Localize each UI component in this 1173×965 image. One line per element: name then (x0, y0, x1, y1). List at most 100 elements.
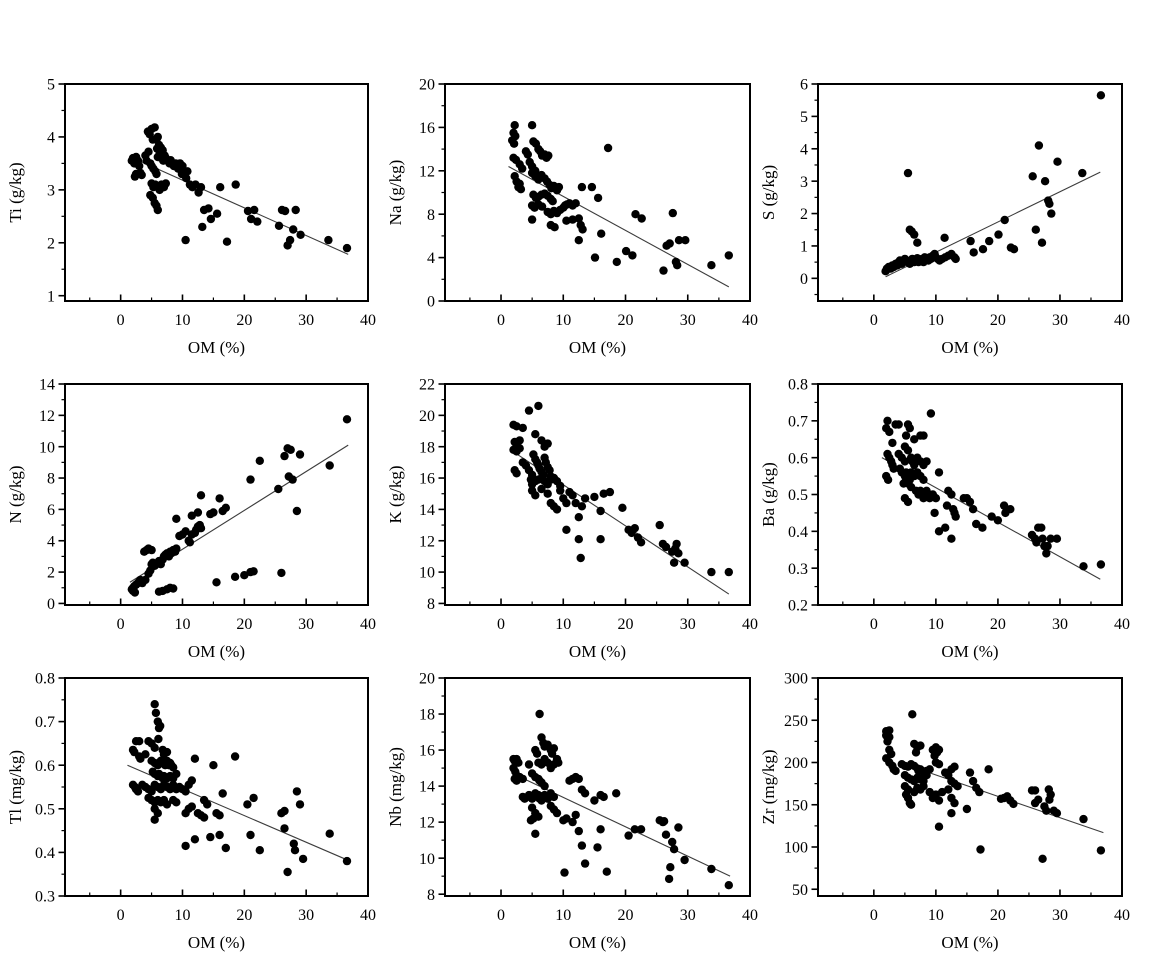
data-point (628, 251, 637, 260)
y-axis-ticks (811, 677, 818, 891)
y-tick-label: 12 (419, 533, 435, 550)
data-point (274, 484, 283, 494)
x-axis-ticks (89, 598, 369, 605)
data-point (255, 846, 264, 855)
y-axis-ticks (438, 677, 445, 895)
data-point (196, 183, 206, 192)
data-point (342, 856, 352, 866)
data-point (280, 824, 289, 833)
x-tick-label: 10 (174, 907, 190, 924)
data-point (280, 806, 289, 816)
data-point (549, 792, 559, 802)
y-tick-label: 50 (792, 882, 808, 899)
data-point (288, 475, 297, 484)
y-tick-label: 0.6 (788, 450, 808, 467)
data-point (571, 498, 580, 508)
data-point (537, 484, 546, 494)
data-point (934, 760, 944, 769)
x-tick-labels: 0 10 20 30 40 (870, 907, 1130, 924)
data-point (544, 151, 553, 160)
subplot-ba: 0 10 20 30 40 0.2 0.3 0.4 0.5 0.6 0.7 0.8 OM (%) Ba (… (759, 377, 1130, 661)
data-point (1042, 806, 1051, 815)
data-point (1046, 534, 1055, 543)
data-point (1045, 795, 1054, 804)
y-tick-label: 200 (784, 755, 808, 772)
data-point (518, 774, 527, 784)
data-point (590, 492, 599, 502)
x-axis-label: OM (%) (188, 933, 245, 952)
y-tick-label: 3 (800, 174, 808, 191)
data-point (599, 792, 608, 802)
data-point (574, 535, 583, 544)
data-point (1096, 560, 1106, 569)
data-point (1030, 798, 1040, 808)
data-point (1078, 168, 1087, 178)
data-point (947, 809, 956, 818)
data-point (172, 514, 181, 523)
y-tick-label: 8 (47, 471, 55, 488)
data-point (292, 506, 302, 516)
data-point (150, 700, 159, 709)
data-point (1052, 809, 1062, 818)
data-point (962, 804, 972, 814)
data-point (891, 766, 900, 776)
plot-frame (444, 83, 751, 302)
data-point (976, 845, 985, 854)
data-point (630, 825, 639, 834)
x-tick-label: 0 (870, 907, 878, 924)
x-tick-label: 40 (360, 312, 376, 329)
data-point (130, 172, 140, 181)
data-point (518, 164, 527, 173)
data-point (552, 808, 562, 818)
data-points (127, 415, 352, 597)
data-point (190, 835, 200, 844)
x-axis-label: OM (%) (569, 933, 626, 952)
x-tick-label: 0 (497, 312, 505, 329)
data-point (624, 831, 633, 840)
data-point (930, 508, 939, 518)
data-point (669, 845, 679, 854)
data-point (295, 800, 305, 809)
data-point (968, 505, 978, 514)
data-point (636, 538, 646, 547)
data-point (571, 199, 580, 208)
y-tick-label: 20 (419, 77, 435, 94)
data-point (953, 782, 962, 791)
data-point (531, 491, 540, 500)
data-point (597, 229, 606, 238)
data-point (215, 811, 224, 820)
data-point (905, 424, 914, 433)
x-tick-label: 10 (555, 616, 571, 633)
data-point (135, 737, 144, 746)
data-point (951, 254, 960, 264)
data-point (510, 121, 519, 130)
data-point (587, 182, 597, 192)
data-point (903, 497, 913, 507)
data-point (602, 867, 611, 876)
y-tick-labels: 0 2 4 6 8 10 12 14 (39, 377, 55, 613)
data-point (985, 236, 994, 246)
subplot-nb: 0 10 20 30 40 8 10 12 14 16 18 20 OM (%) Nb (mg/kg) (386, 671, 758, 952)
x-tick-label: 10 (928, 616, 944, 633)
data-point (280, 451, 289, 461)
data-point (947, 534, 956, 543)
data-point (150, 743, 159, 752)
data-point (151, 708, 161, 718)
y-tick-label: 10 (419, 851, 435, 868)
y-tick-label: 0 (47, 596, 55, 613)
data-point (1052, 534, 1062, 543)
data-point (212, 209, 222, 218)
y-axis-label: N (g/kg) (6, 465, 25, 523)
data-point (574, 774, 583, 784)
data-point (577, 182, 587, 192)
data-point (221, 503, 230, 512)
y-tick-label: 1 (800, 239, 808, 256)
data-point (1037, 523, 1046, 532)
x-tick-label: 0 (497, 616, 505, 633)
subplot-n: 0 10 20 30 40 0 2 4 6 8 10 12 14 OM (%) N (g/kg) (6, 377, 376, 661)
data-point (580, 494, 590, 503)
data-point (1042, 549, 1051, 558)
data-point (661, 542, 671, 552)
x-axis-label: OM (%) (941, 642, 998, 661)
x-axis-ticks (842, 889, 1123, 896)
